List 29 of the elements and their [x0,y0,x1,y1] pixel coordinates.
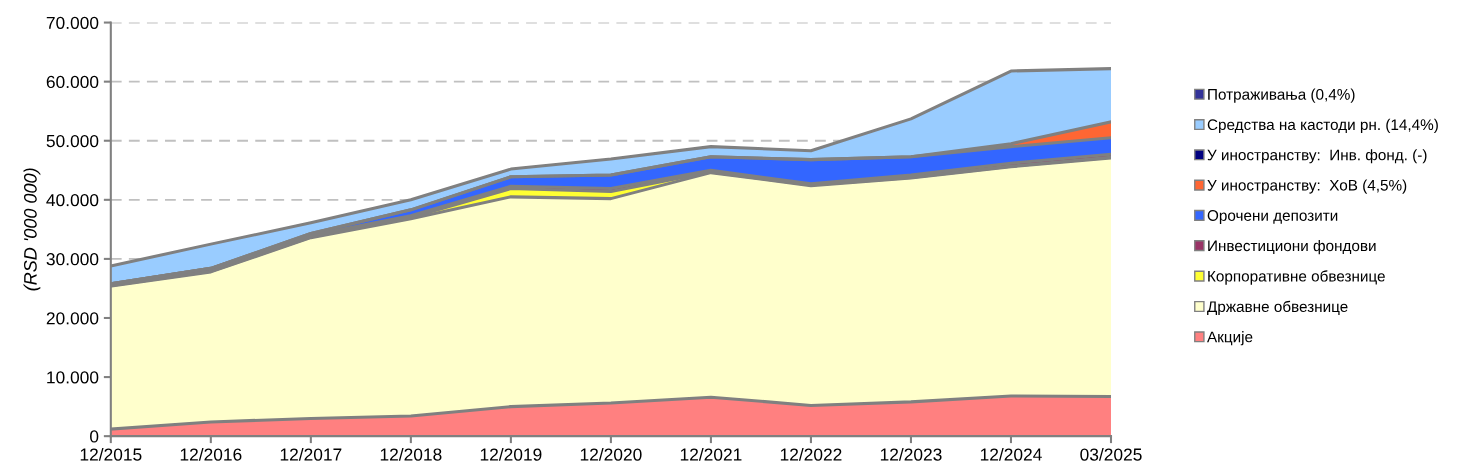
legend-label: Инвестициони фондови [1208,239,1376,255]
y-tick-label: 20.000 [46,312,99,325]
x-tick-label: 12/2016 [180,447,242,461]
x-tick-label: 12/2023 [880,447,942,461]
y-tick-label: 30.000 [46,253,99,266]
legend-label: Корпоративне обвезнице [1208,270,1385,285]
x-tick-label: 12/2017 [280,447,342,461]
y-tick-label: 40.000 [46,193,99,207]
x-tick-label: 12/2020 [580,447,642,461]
legend-label: У иностранству: Инв. фонд. (-) [1207,149,1427,164]
y-axis-title: (RSD '000 000) [23,168,41,291]
x-tick-label: 12/2022 [780,447,842,461]
x-tick-label: 03/2025 [1080,447,1142,461]
x-tick-label: 12/2024 [980,447,1042,461]
x-tick-label: 12/2019 [480,447,542,461]
x-tick-label: 12/2021 [680,447,742,461]
x-tick-label: 12/2015 [80,447,142,461]
y-tick-label: 0 [90,430,99,443]
y-tick-label: 10.000 [47,371,99,384]
legend-label: Средства на кастоди рн. (14,4%) [1207,118,1438,134]
y-tick-label: 70.000 [46,16,99,30]
y-tick-label: 60.000 [46,75,99,89]
x-tick-label: 12/2018 [380,447,442,461]
legend-label: Потраживања (0,4%) [1208,88,1355,103]
y-tick-label: 50.000 [46,134,99,148]
legend-label: Државне обвезнице [1207,300,1348,316]
legend-label: Орочени депозити [1207,210,1338,224]
legend-label: Акције [1207,331,1253,346]
legend-label: У иностранству: ХоВ (4,5%) [1207,179,1407,194]
